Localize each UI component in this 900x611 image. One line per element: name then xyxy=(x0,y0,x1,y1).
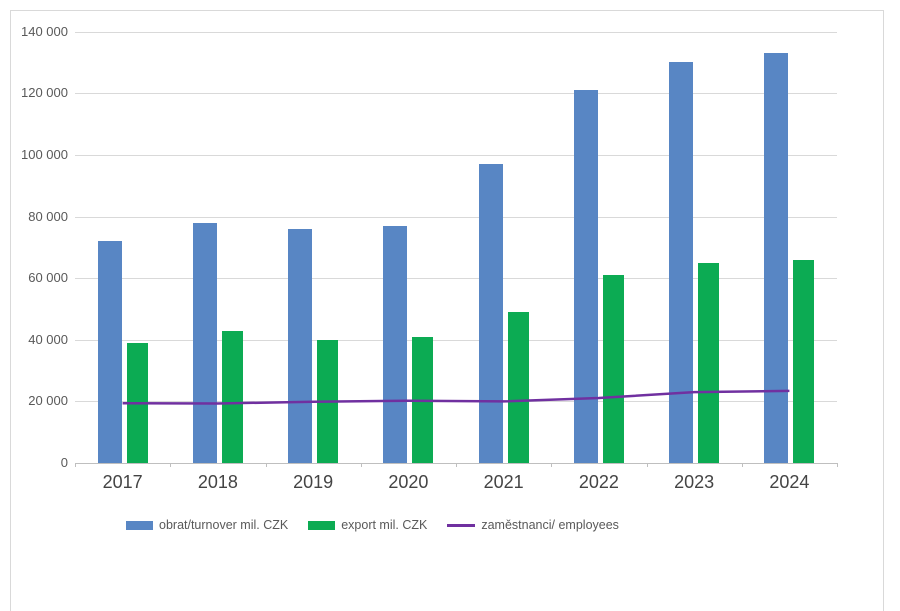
bar-export-2018 xyxy=(221,330,243,463)
x-axis-tick xyxy=(837,463,838,467)
bar-turnover-2018 xyxy=(192,222,217,463)
y-axis-tick-label: 0 xyxy=(60,455,68,470)
y-axis-tick-label: 100 000 xyxy=(21,146,68,162)
x-axis-tick xyxy=(741,463,743,467)
legend-item: obrat/turnover mil. CZK xyxy=(126,518,288,532)
bar-turnover-2023 xyxy=(669,62,694,463)
y-gridline xyxy=(75,93,837,95)
y-axis-tick-label: 140 000 xyxy=(21,23,68,39)
bar-export-2024 xyxy=(793,259,815,463)
legend-label: obrat/turnover mil. CZK xyxy=(159,518,289,532)
legend-label: zaměstnanci/ employees xyxy=(481,518,619,532)
bar-turnover-2022 xyxy=(573,90,598,463)
y-axis-tick-label: 60 000 xyxy=(28,270,68,286)
x-axis-tick xyxy=(75,463,76,467)
legend-bar-swatch xyxy=(126,520,153,530)
y-gridline xyxy=(75,216,837,218)
legend-label: export mil. CZK xyxy=(341,518,428,532)
y-axis-tick-label: 40 000 xyxy=(28,331,68,347)
x-axis-tick-label: 2017 xyxy=(102,472,143,492)
bar-turnover-2017 xyxy=(97,241,122,463)
chart-legend: obrat/turnover mil. CZK export mil. CZK za… xyxy=(126,518,619,532)
x-axis-tick-label: 2023 xyxy=(674,472,715,492)
bar-turnover-2020 xyxy=(383,225,408,463)
x-axis-tick-label: 2022 xyxy=(578,472,619,492)
x-axis-tick xyxy=(456,463,457,467)
y-axis-tick-label: 80 000 xyxy=(28,208,68,224)
chart-canvas xyxy=(10,10,884,611)
bar-export-2021 xyxy=(507,312,529,463)
x-axis-tick-label: 2019 xyxy=(293,472,334,492)
x-axis-tick xyxy=(551,463,553,467)
x-axis-tick-label: 2020 xyxy=(388,472,429,492)
x-axis-tick-label: 2021 xyxy=(483,472,524,492)
x-axis-tick xyxy=(170,463,172,467)
y-gridline xyxy=(75,154,837,156)
y-gridline xyxy=(75,339,837,341)
legend-item: zaměstnanci/ employees xyxy=(447,518,619,532)
x-axis-tick xyxy=(646,463,648,467)
y-axis-tick-label: 120 000 xyxy=(21,85,68,101)
legend-item: export mil. CZK xyxy=(308,518,427,532)
x-axis-tick-label: 2024 xyxy=(769,472,810,492)
bar-export-2022 xyxy=(602,275,624,463)
bar-turnover-2019 xyxy=(288,228,313,463)
bar-export-2023 xyxy=(698,262,720,463)
legend-line-swatch xyxy=(447,523,476,527)
x-axis-tick-label: 2018 xyxy=(197,472,238,492)
bar-turnover-2024 xyxy=(764,53,789,463)
y-gridline xyxy=(75,31,837,33)
bar-turnover-2021 xyxy=(478,164,503,463)
legend-bar-swatch xyxy=(308,520,336,530)
y-gridline xyxy=(75,278,837,280)
x-axis-tick xyxy=(360,463,362,467)
y-axis-tick-label: 20 000 xyxy=(28,393,68,409)
x-axis-tick xyxy=(265,463,267,467)
